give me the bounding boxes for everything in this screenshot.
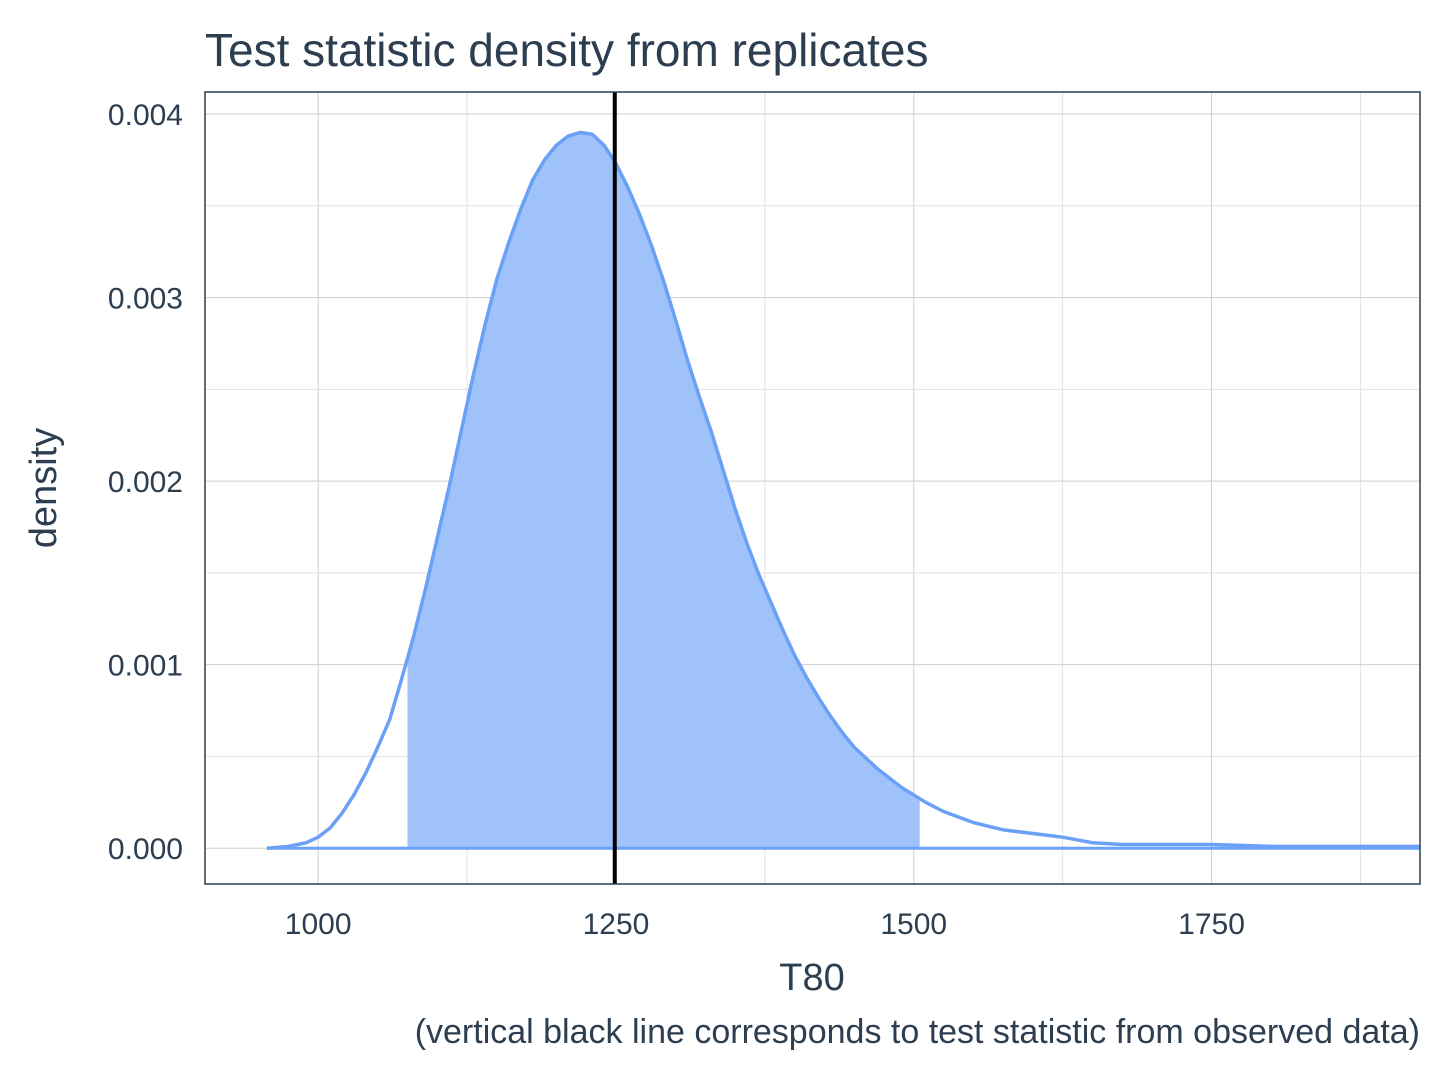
y-tick-label: 0.004 xyxy=(108,99,183,132)
x-axis-tick-labels: 1000 1250 1500 1750 xyxy=(285,908,1245,941)
x-tick-label: 1500 xyxy=(880,908,947,941)
y-tick-label: 0.002 xyxy=(108,466,183,499)
y-tick-label: 0.001 xyxy=(108,650,183,683)
x-tick-label: 1250 xyxy=(583,908,650,941)
y-tick-label: 0.000 xyxy=(108,833,183,866)
y-tick-label: 0.003 xyxy=(108,283,183,316)
y-axis-tick-labels: 0.000 0.001 0.002 0.003 0.004 xyxy=(108,99,183,866)
x-axis-title: T80 xyxy=(779,957,844,999)
chart-caption: (vertical black line corresponds to test… xyxy=(415,1013,1420,1051)
x-tick-label: 1750 xyxy=(1178,908,1245,941)
x-tick-label: 1000 xyxy=(285,908,352,941)
chart-title: Test statistic density from replicates xyxy=(205,24,928,76)
density-curve xyxy=(266,130,1420,850)
shaded-density-interval xyxy=(407,132,920,849)
y-axis-title: density xyxy=(23,428,65,548)
panel-border xyxy=(204,91,1421,885)
